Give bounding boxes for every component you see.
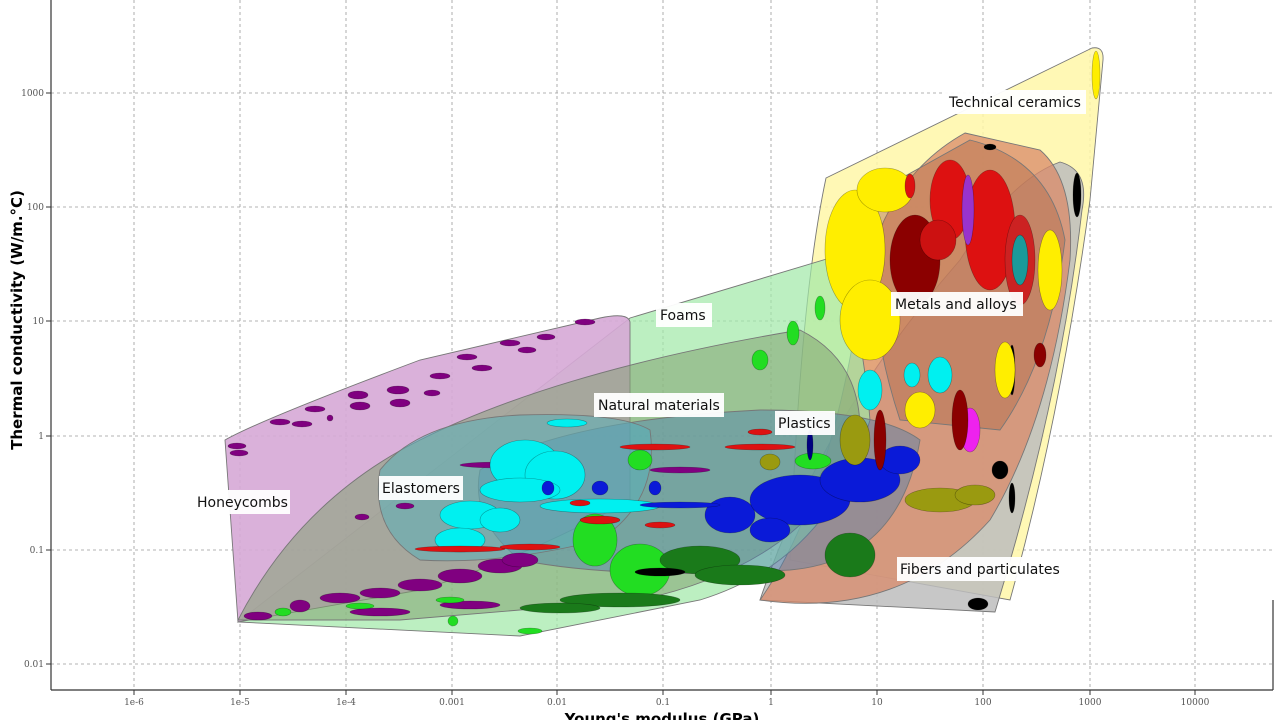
x-tick: 0.1	[656, 698, 670, 708]
label-natural-materials: Natural materials	[598, 398, 720, 414]
x-tick: 0.001	[439, 698, 465, 708]
family-envelopes	[224, 47, 1104, 637]
y-tick: 0.01	[24, 660, 44, 670]
x-tick: 1e-6	[124, 698, 144, 708]
label-foams: Foams	[660, 308, 706, 324]
y-tick: 10	[33, 317, 45, 327]
x-tick: 1000	[1079, 698, 1102, 708]
y-tick: 100	[27, 203, 44, 213]
y-tick-labels: 1000 100 10 1 0.1 0.01	[21, 89, 44, 670]
label-honeycombs: Honeycombs	[197, 495, 288, 511]
label-fibers-and-particulates: Fibers and particulates	[900, 562, 1060, 578]
y-tick: 1	[38, 432, 44, 442]
label-technical-ceramics: Technical ceramics	[948, 95, 1081, 111]
x-tick: 1e-5	[230, 698, 250, 708]
material-bubbles	[227, 50, 1101, 635]
label-metals-and-alloys: Metals and alloys	[895, 297, 1017, 313]
y-axis-title: Thermal conductivity (W/m.°C)	[8, 190, 26, 450]
label-elastomers: Elastomers	[382, 481, 460, 497]
x-tick: 0.01	[547, 698, 567, 708]
y-tick: 1000	[21, 89, 44, 99]
family-labels: Technical ceramics Metals and alloys Foa…	[194, 90, 1086, 581]
axes	[46, 0, 1274, 695]
x-tick: 1	[768, 698, 774, 708]
label-plastics: Plastics	[778, 416, 831, 432]
x-tick-labels: 1e-6 1e-5 1e-4 0.001 0.01 0.1 1 10 100 1…	[124, 698, 1209, 708]
x-tick: 100	[974, 698, 991, 708]
x-tick: 1e-4	[336, 698, 356, 708]
x-tick: 10	[871, 698, 883, 708]
x-tick: 10000	[1181, 698, 1210, 708]
y-tick: 0.1	[30, 546, 44, 556]
x-axis-title: Young's modulus (GPa)	[564, 710, 760, 720]
